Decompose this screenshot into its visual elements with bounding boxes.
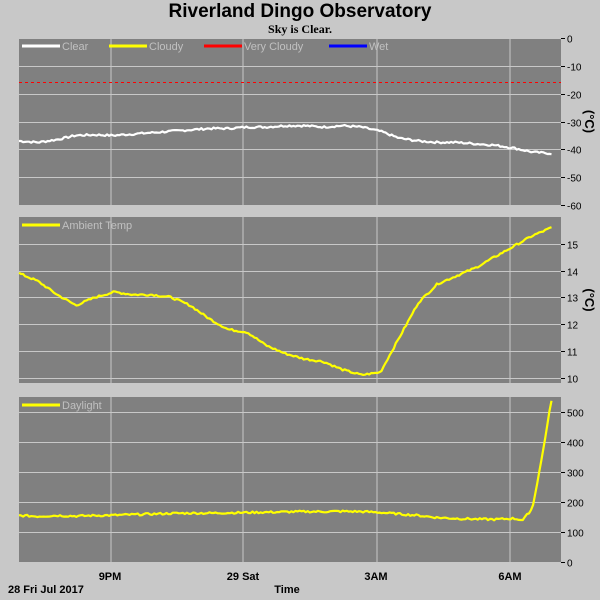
chart-panel-2: 10 11 12 13 14 15 Ambient Temp (°C) bbox=[18, 217, 597, 386]
y-tick-label: 400 bbox=[567, 439, 584, 450]
y-tick-label: 200 bbox=[567, 499, 584, 510]
series-line-clear bbox=[19, 123, 552, 156]
series-line-daylight bbox=[18, 400, 553, 522]
y-unit-label: (°C) bbox=[582, 288, 597, 311]
y-tick-label: 11 bbox=[567, 348, 578, 359]
y-tick-label: 0 bbox=[567, 559, 573, 570]
x-tick-label: 29 Sat bbox=[227, 571, 260, 583]
x-tick-label: 3AM bbox=[364, 571, 387, 583]
y-tick-label: -40 bbox=[567, 146, 582, 157]
y-tick-label: -20 bbox=[567, 91, 582, 102]
x-tick-label: 9PM bbox=[99, 571, 122, 583]
chart-subtitle: Sky is Clear. bbox=[268, 22, 332, 36]
series-line-ambient-temp bbox=[18, 226, 552, 376]
y-tick-label: 500 bbox=[567, 409, 584, 420]
y-tick-label: 13 bbox=[567, 294, 579, 305]
x-tick-label: 6AM bbox=[498, 571, 521, 583]
plot-area bbox=[19, 217, 561, 383]
y-tick-label: 100 bbox=[567, 529, 584, 540]
y-tick-label: 14 bbox=[567, 268, 579, 279]
legend-label-wet: Wet bbox=[369, 41, 388, 53]
legend-label-cloudy: Cloudy bbox=[149, 41, 184, 53]
chart-panel-3: 0 100 200 300 400 500 Daylight bbox=[18, 397, 584, 570]
y-tick-label: -50 bbox=[567, 174, 582, 185]
legend-label-daylight: Daylight bbox=[62, 400, 102, 412]
y-tick-label: 15 bbox=[567, 241, 579, 252]
y-unit-label: (°C) bbox=[582, 110, 597, 133]
legend-label-very-cloudy: Very Cloudy bbox=[244, 41, 304, 53]
chart-title: Riverland Dingo Observatory bbox=[168, 1, 432, 22]
y-tick-label: -30 bbox=[567, 119, 582, 130]
y-tick-label: 10 bbox=[567, 375, 579, 386]
plot-area bbox=[19, 38, 561, 205]
plot-area bbox=[19, 397, 561, 562]
legend-label-clear: Clear bbox=[62, 41, 89, 53]
y-tick-label: 0 bbox=[567, 35, 573, 46]
y-tick-label: 12 bbox=[567, 321, 579, 332]
legend-label-ambient-temp: Ambient Temp bbox=[62, 220, 132, 232]
chart-panel-1: 0 -10 -20 -30 -40 -50 -60 Clear Cloudy Very Cloud… bbox=[19, 35, 597, 213]
y-tick-label: -10 bbox=[567, 63, 582, 74]
x-axis-title: Time bbox=[274, 584, 299, 596]
y-tick-label: -60 bbox=[567, 202, 582, 213]
date-label: 28 Fri Jul 2017 bbox=[8, 584, 84, 596]
y-tick-label: 300 bbox=[567, 469, 584, 480]
